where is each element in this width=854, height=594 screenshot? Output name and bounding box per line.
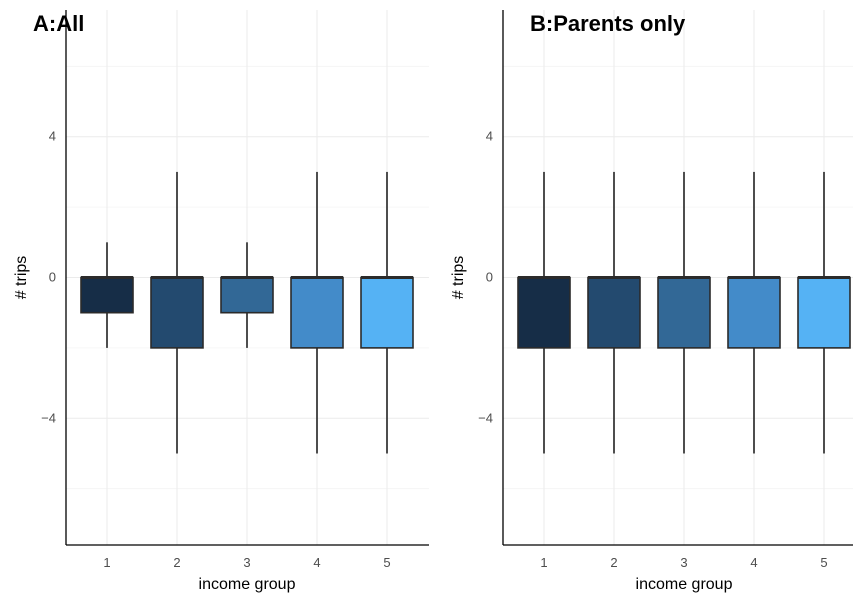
x-tick-label: 2 xyxy=(610,555,617,570)
y-tick-label: 0 xyxy=(49,270,56,285)
x-tick-label: 1 xyxy=(540,555,547,570)
x-tick-label: 3 xyxy=(243,555,250,570)
x-tick-label: 5 xyxy=(383,555,390,570)
y-axis-title: # trips xyxy=(450,256,467,300)
x-tick-label: 5 xyxy=(820,555,827,570)
x-axis-title: income group xyxy=(636,576,733,593)
y-axis-title: # trips xyxy=(13,256,30,300)
x-tick-label: 4 xyxy=(750,555,757,570)
box-1 xyxy=(517,276,571,349)
panel-a: 4 0 −4 1 2 3 4 5 income group # trips A:All xyxy=(13,10,429,593)
x-tick-label: 3 xyxy=(680,555,687,570)
box-2 xyxy=(150,276,204,349)
box-3 xyxy=(657,276,711,349)
x-axis-title: income group xyxy=(199,576,296,593)
panel-title: B:Parents only xyxy=(530,11,686,36)
panel-title: A:All xyxy=(33,11,84,36)
x-tick-label: 1 xyxy=(103,555,110,570)
y-tick-label: 4 xyxy=(49,129,56,144)
panel-b: 4 0 −4 1 2 3 4 5 income group # trips B:Parents on… xyxy=(450,10,853,593)
y-tick-label: 4 xyxy=(486,129,493,144)
box-4 xyxy=(727,276,781,349)
y-tick-label: 0 xyxy=(486,270,493,285)
box-5 xyxy=(797,276,851,349)
y-tick-label: −4 xyxy=(41,410,56,425)
box-1 xyxy=(80,276,134,314)
box-2 xyxy=(587,276,641,349)
box-3 xyxy=(220,276,274,314)
box-4 xyxy=(290,276,344,349)
box-5 xyxy=(360,276,414,349)
x-tick-label: 4 xyxy=(313,555,320,570)
x-tick-label: 2 xyxy=(173,555,180,570)
y-tick-label: −4 xyxy=(478,410,493,425)
